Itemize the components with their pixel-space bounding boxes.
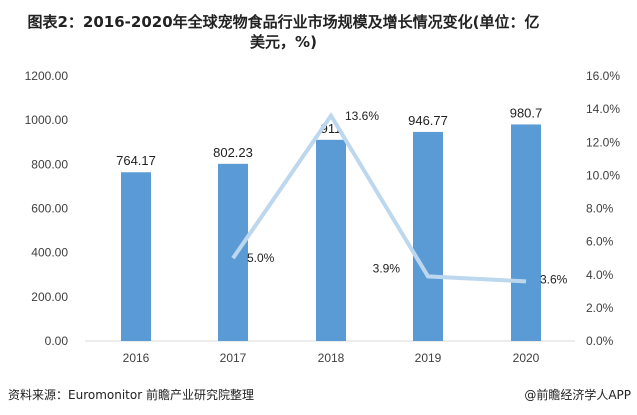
left-tick-label: 1000.00 <box>25 113 69 127</box>
bar <box>121 172 151 341</box>
right-tick-label: 4.0% <box>586 268 614 282</box>
left-tick-label: 0.00 <box>45 334 69 348</box>
app-credit: @前瞻经济学人APP <box>524 388 631 402</box>
x-tick-label: 2018 <box>318 351 345 365</box>
x-tick-label: 2020 <box>513 351 540 365</box>
right-tick-label: 10.0% <box>586 168 620 182</box>
left-tick-label: 600.00 <box>31 202 68 216</box>
bar-data-label: 802.23 <box>213 145 253 160</box>
right-tick-label: 2.0% <box>586 301 614 315</box>
line-data-label: 3.6% <box>540 272 568 286</box>
x-tick-label: 2019 <box>415 351 442 365</box>
bar <box>218 163 248 341</box>
right-tick-label: 16.0% <box>586 69 620 83</box>
right-tick-label: 0.0% <box>586 334 614 348</box>
right-tick-label: 12.0% <box>586 135 620 149</box>
right-tick-label: 6.0% <box>586 235 614 249</box>
line-data-label: 5.0% <box>247 251 275 265</box>
bar <box>316 139 346 341</box>
bar <box>413 131 443 341</box>
left-tick-label: 800.00 <box>31 157 68 171</box>
line-data-label: 3.9% <box>373 261 401 275</box>
right-tick-label: 14.0% <box>586 102 620 116</box>
x-tick-label: 2017 <box>220 351 247 365</box>
growth-line <box>231 112 527 284</box>
line-data-label: 13.6% <box>345 109 379 123</box>
bar <box>511 124 541 342</box>
source-note: 资料来源：Euromonitor 前瞻产业研究院整理 <box>8 388 254 402</box>
left-tick-label: 400.00 <box>31 246 68 260</box>
x-tick-label: 2016 <box>123 351 150 365</box>
bar-data-label: 946.77 <box>408 113 448 128</box>
chart-title: 图表2：2016-2020年全球宠物食品行业市场规模及增长情况变化(单位：亿美元… <box>27 13 540 51</box>
bar-data-label: 980.7 <box>510 105 543 120</box>
left-tick-label: 200.00 <box>31 290 68 304</box>
left-tick-label: 1200.00 <box>25 69 69 83</box>
right-tick-label: 8.0% <box>586 202 614 216</box>
bar-data-label: 764.17 <box>116 153 156 168</box>
